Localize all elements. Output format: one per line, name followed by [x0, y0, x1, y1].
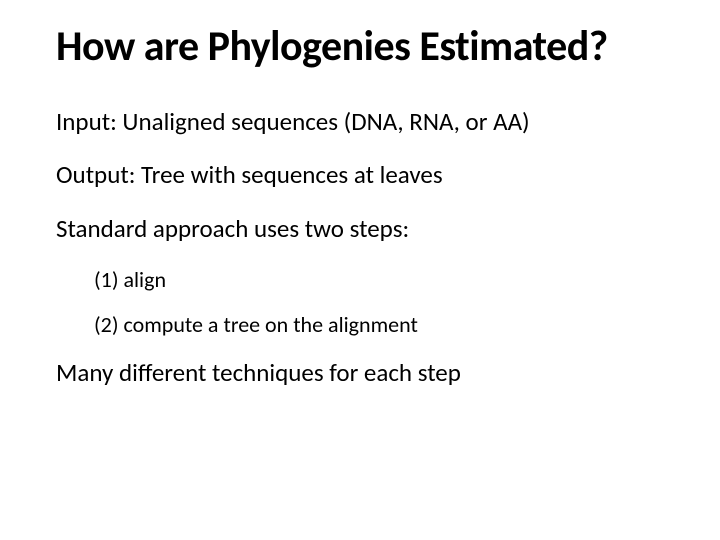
slide-title: How are Phylogenies Estimated? — [56, 24, 672, 70]
line-input: Input: Unaligned sequences (DNA, RNA, or… — [56, 106, 672, 137]
line-closing: Many different techniques for each step — [56, 357, 672, 388]
slide-container: How are Phylogenies Estimated? Input: Un… — [0, 0, 720, 540]
line-approach: Standard approach uses two steps: — [56, 213, 672, 244]
line-output: Output: Tree with sequences at leaves — [56, 159, 672, 190]
line-step-1: (1) align — [56, 266, 672, 294]
line-step-2: (2) compute a tree on the alignment — [56, 311, 672, 339]
